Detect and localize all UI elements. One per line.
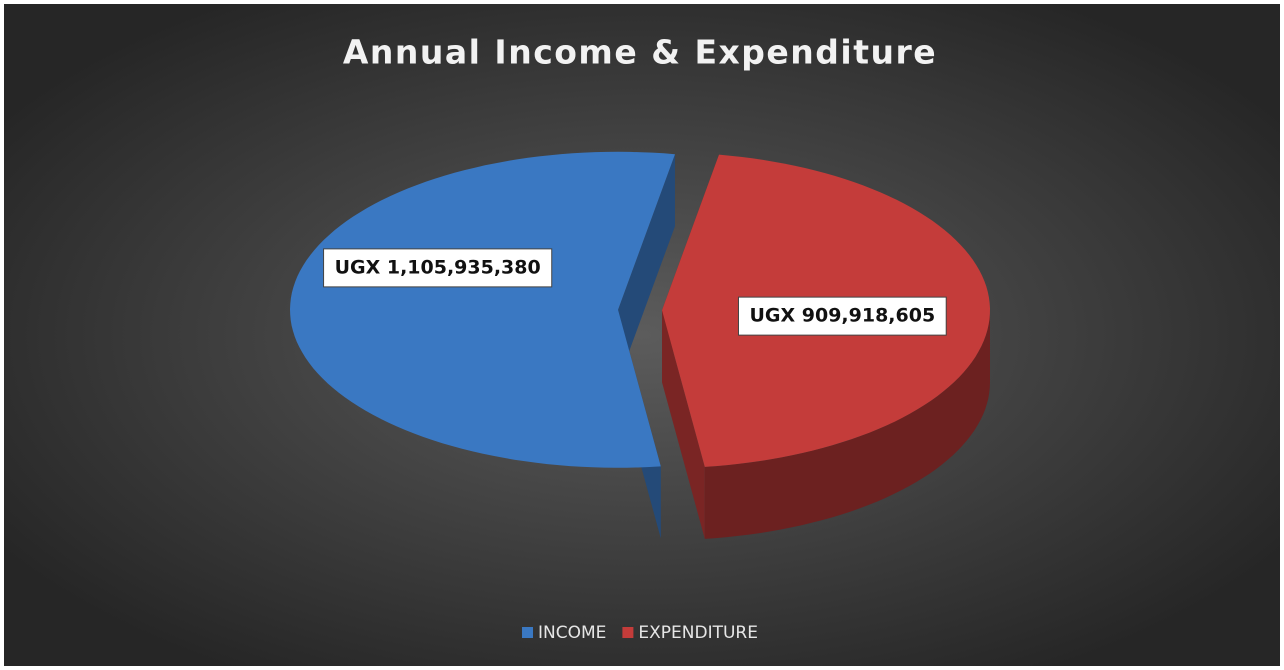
legend: INCOME EXPENDITURE — [522, 623, 758, 643]
chart-background — [4, 4, 1280, 666]
data-labels: UGX 1,105,935,380 UGX 909,918,605 — [323, 248, 947, 336]
data-label: UGX 909,918,605 — [749, 305, 935, 327]
data-label-box — [737, 296, 947, 336]
legend-label: INCOME — [538, 623, 606, 643]
legend-label: EXPENDITURE — [638, 623, 758, 643]
legend-swatch — [622, 627, 634, 638]
chart-title: Annual Income & Expenditure — [343, 33, 937, 72]
legend-swatch — [522, 627, 534, 638]
pie-slice — [290, 151, 675, 468]
pie-side-wall — [704, 310, 990, 539]
data-label-box — [323, 248, 553, 288]
data-label: UGX 1,105,935,380 — [335, 256, 541, 278]
pie-cut-wall — [618, 154, 675, 382]
pie-cut-wall — [662, 310, 705, 539]
